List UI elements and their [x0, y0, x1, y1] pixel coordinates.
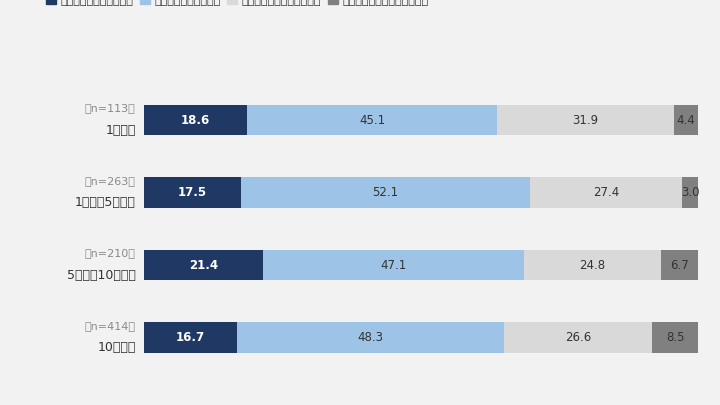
Text: 10年以上: 10年以上	[97, 341, 135, 354]
Bar	[652, 322, 699, 353]
Bar	[144, 250, 263, 280]
Text: 18.6: 18.6	[181, 113, 210, 126]
Text: 31.9: 31.9	[572, 113, 598, 126]
Bar	[497, 105, 674, 135]
Text: 24.8: 24.8	[580, 258, 606, 272]
Bar	[237, 322, 504, 353]
Bar	[661, 250, 698, 280]
Bar	[144, 177, 241, 208]
Bar	[530, 177, 682, 208]
Text: 4.4: 4.4	[677, 113, 696, 126]
Legend: とてもストレスを感じる, ややストレスを感じる, あまりストレスを感じない, まったくストレスを感じない: とてもストレスを感じる, ややストレスを感じる, あまりストレスを感じない, ま…	[42, 0, 433, 10]
Text: （n=210）: （n=210）	[85, 249, 135, 258]
Text: （n=263）: （n=263）	[85, 176, 135, 186]
Text: 17.5: 17.5	[178, 186, 207, 199]
Text: 48.3: 48.3	[357, 331, 384, 344]
Text: 45.1: 45.1	[359, 113, 385, 126]
Text: 6.7: 6.7	[670, 258, 689, 272]
Bar	[247, 105, 497, 135]
Bar	[674, 105, 698, 135]
Bar	[504, 322, 652, 353]
Text: 47.1: 47.1	[380, 258, 406, 272]
Text: 8.5: 8.5	[666, 331, 685, 344]
Text: 26.6: 26.6	[565, 331, 591, 344]
Text: 5年以上10年未満: 5年以上10年未満	[67, 269, 135, 282]
Text: （n=113）: （n=113）	[85, 103, 135, 113]
Text: 27.4: 27.4	[593, 186, 619, 199]
Text: 1年未満: 1年未満	[105, 124, 135, 137]
Bar	[682, 177, 698, 208]
Text: 3.0: 3.0	[681, 186, 699, 199]
Text: （n=414）: （n=414）	[85, 321, 135, 331]
Text: 52.1: 52.1	[372, 186, 398, 199]
Bar	[144, 105, 247, 135]
Text: 21.4: 21.4	[189, 258, 218, 272]
Bar	[241, 177, 530, 208]
Text: 1年以上5年未満: 1年以上5年未満	[75, 196, 135, 209]
Bar	[523, 250, 661, 280]
Bar	[263, 250, 523, 280]
Bar	[144, 322, 237, 353]
Text: 16.7: 16.7	[176, 331, 205, 344]
